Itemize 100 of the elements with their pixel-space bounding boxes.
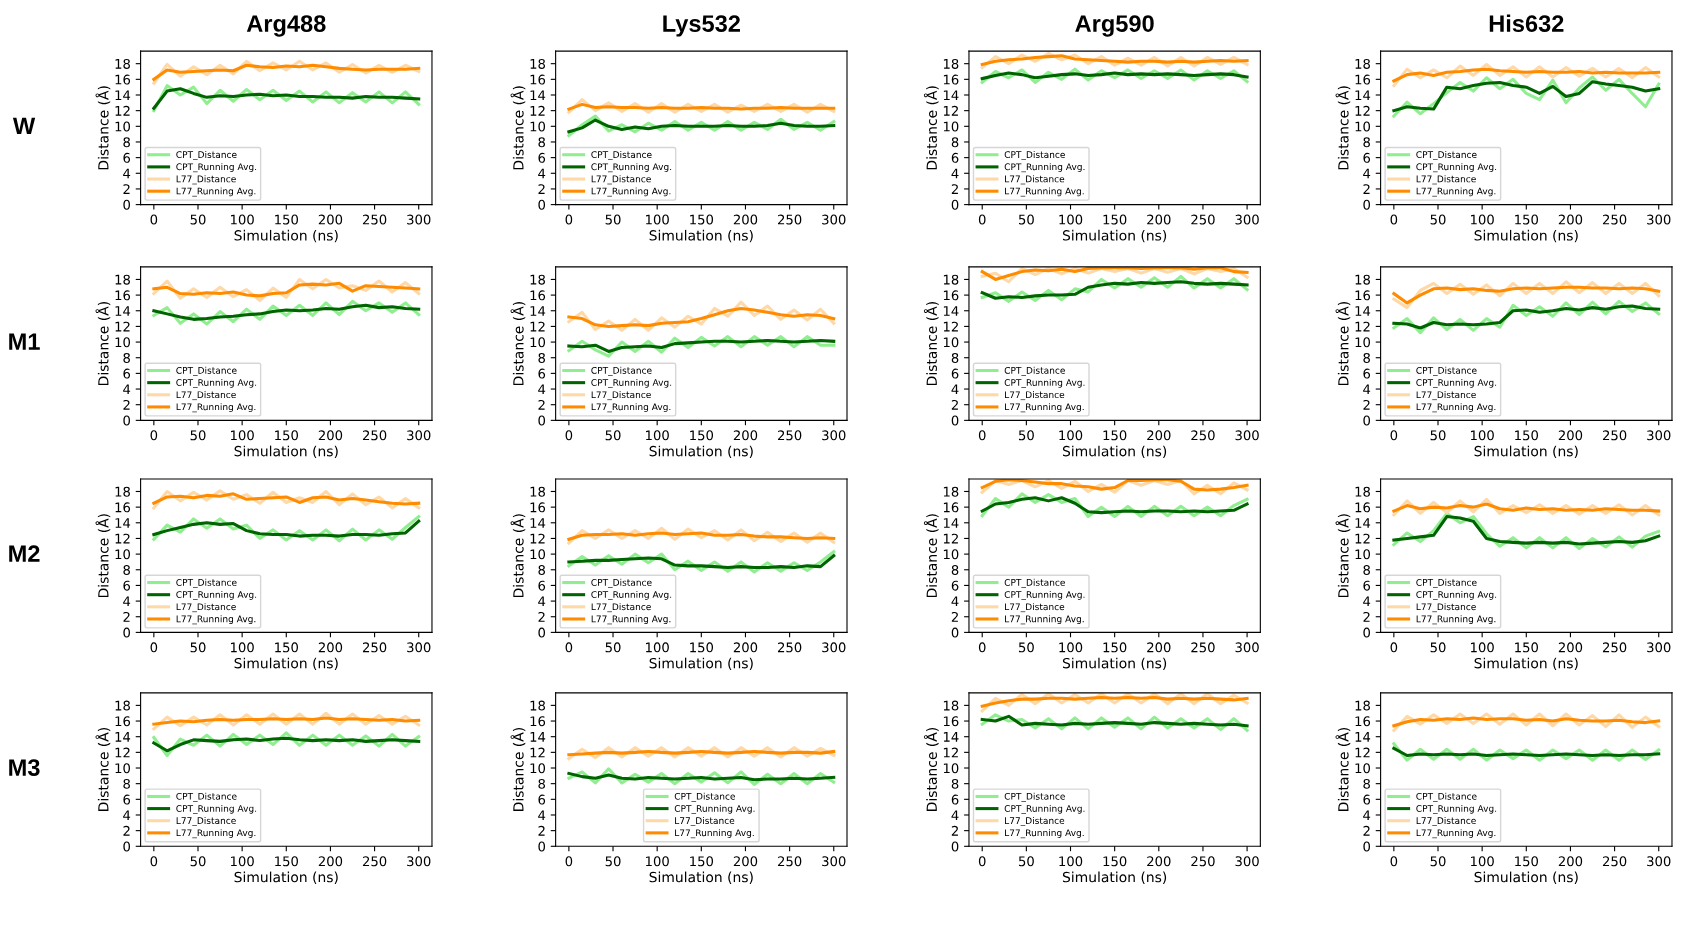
legend-label: CPT_Running Avg. [1004,378,1085,388]
y-axis-title: Distance (Å) [95,302,111,386]
y-tick-label: 14 [1355,518,1371,528]
legend-label: L77_Running Avg. [1416,403,1496,413]
y-tick-label: 6 [123,152,131,163]
y-tick-label: 8 [538,137,546,148]
x-axis-title: Simulation (ns) [234,871,338,884]
legend-label: CPT_Running Avg. [1416,590,1497,600]
x-tick-label: 0 [978,856,986,867]
y-tick-label: 16 [115,502,131,513]
y-tick-label: 10 [530,121,546,132]
legend-label: L77_Running Avg. [1416,615,1496,625]
y-tick-label: 4 [951,384,959,395]
x-tick-label: 50 [1430,856,1446,867]
y-tick-label: 2 [951,184,958,194]
y-tick-label: 6 [951,794,959,805]
y-tick-label: 14 [530,732,546,742]
y-tick-label: 4 [951,168,959,179]
y-tick-label: 0 [1363,841,1371,852]
x-tick-label: 150 [1103,856,1127,867]
y-tick-label: 0 [538,627,546,638]
legend-label: CPT_Running Avg. [591,378,672,388]
legend-label: CPT_Running Avg. [674,804,755,814]
y-tick-label: 6 [1363,152,1371,163]
y-tick-label: 0 [951,627,959,638]
y-tick-label: 10 [943,337,959,348]
y-tick-label: 10 [1355,763,1371,774]
y-tick-label: 16 [1355,74,1371,85]
legend-label: CPT_Running Avg. [1004,163,1085,173]
text: M1 [9,333,40,350]
y-tick-label: 10 [943,121,959,132]
x-tick-label: 250 [1191,214,1215,225]
y-axis-title: Distance (Å) [95,514,111,598]
legend-label: L77_Distance [176,175,236,185]
y-tick-label: 8 [951,352,959,363]
x-tick-label: 250 [1191,642,1215,653]
y-tick-label: 12 [1355,747,1370,758]
y-tick-label: 4 [1363,384,1371,395]
y-tick-label: 14 [1355,732,1371,742]
legend-label: L77_Distance [1416,391,1476,401]
y-tick-label: 12 [115,533,130,544]
x-tick-label: 250 [362,642,387,653]
x-tick-label: 0 [1390,642,1398,653]
x-axis-title: Simulation (ns) [234,229,338,243]
x-tick-label: 200 [1558,856,1583,867]
x-tick-label: 100 [231,214,254,225]
legend-label: CPT_Distance [591,151,652,161]
legend-label: L77_Distance [176,603,236,613]
legend-label: CPT_Running Avg. [176,590,257,600]
x-tick-label: 250 [777,430,802,441]
y-tick-label: 6 [538,580,546,591]
legend-label: CPT_Running Avg. [1416,163,1497,173]
x-tick-label: 300 [1647,856,1671,867]
y-tick-label: 2 [123,399,130,410]
x-tick-label: 50 [605,856,621,867]
line-series [567,531,836,541]
x-tick-label: 100 [231,856,254,867]
y-tick-label: 18 [1355,58,1370,69]
legend-label: CPT_Running Avg. [1416,378,1497,388]
y-tick-label: 6 [538,152,546,163]
y-axis-title: Distance (Å) [1335,86,1351,170]
y-tick-label: 10 [530,337,546,348]
y-tick-label: 8 [538,564,546,575]
x-tick-label: 200 [318,856,343,867]
x-tick-label: 50 [605,214,621,225]
y-tick-label: 0 [123,415,130,426]
y-tick-label: 8 [123,778,130,789]
y-tick-label: 12 [943,321,958,332]
legend-label: L77_Running Avg. [1005,187,1084,197]
y-tick-label: 10 [115,549,130,560]
legend-label: CPT_Distance [176,792,237,802]
x-tick-label: 200 [733,430,758,441]
legend-label: L77_Running Avg. [1005,403,1084,413]
x-tick-label: 300 [822,430,846,441]
y-tick-label: 16 [115,74,131,85]
x-tick-label: 0 [565,214,573,225]
y-tick-label: 16 [943,716,959,727]
line-series [567,338,836,353]
x-tick-label: 50 [1430,430,1446,441]
x-tick-label: 50 [190,856,206,867]
y-tick-label: 8 [538,778,546,789]
y-tick-label: 12 [530,321,545,332]
legend-label: L77_Running Avg. [675,829,754,839]
y-tick-label: 8 [538,352,546,363]
y-tick-label: 14 [943,518,959,528]
chart-title: Arg590 [1075,15,1154,37]
y-tick-label: 2 [1363,184,1370,194]
legend-label: CPT_Distance [176,366,237,376]
legend-label: CPT_Running Avg. [591,590,672,600]
y-tick-label: 12 [115,321,130,332]
x-tick-label: 250 [1191,430,1215,441]
x-tick-label: 50 [190,430,206,441]
x-tick-label: 250 [1602,642,1627,653]
y-tick-label: 8 [951,564,959,575]
legend-label: L77_Distance [591,603,651,613]
y-tick-label: 14 [530,306,546,316]
y-tick-label: 4 [538,384,546,395]
x-tick-label: 50 [605,642,621,653]
x-tick-label: 200 [1558,642,1583,653]
legend-label: L77_Running Avg. [591,403,671,413]
